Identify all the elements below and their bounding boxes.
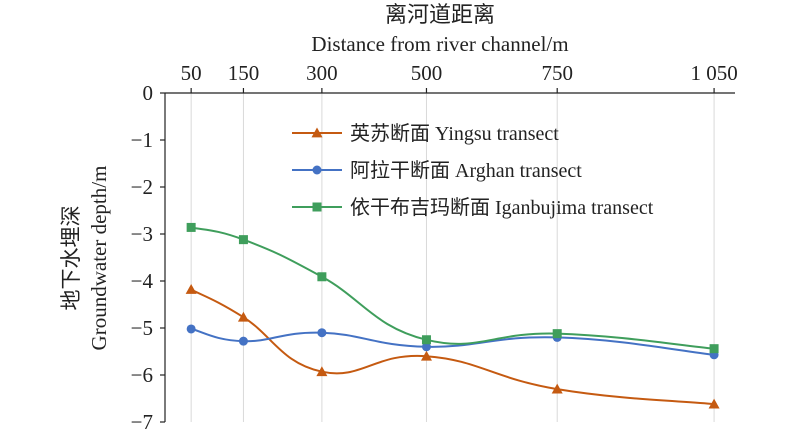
x-tick-label: 1 050 [690,61,737,85]
data-point [551,383,563,394]
series-circle [186,324,719,360]
y-tick-label: −4 [131,269,154,293]
data-point [708,398,720,409]
y-tick-label: −3 [131,222,153,246]
x-axis-title-cn: 离河道距离 [385,2,495,27]
x-tick-label: 150 [228,61,260,85]
data-point [317,272,327,282]
data-point [709,344,719,354]
x-tick-label: 50 [181,61,202,85]
series-square [186,222,719,354]
grid-layer [190,93,715,422]
series-triangle [185,283,720,409]
data-point [238,336,248,346]
y-tick-label: −1 [131,128,153,152]
x-tick-label: 750 [541,61,573,85]
x-tick-label: 300 [306,61,338,85]
y-tick-label: −2 [131,175,153,199]
x-tick-label: 500 [411,61,443,85]
data-point [238,235,248,245]
legend-label: 英苏断面 Yingsu transect [350,122,559,145]
series-line [190,327,715,356]
legend-marker [312,165,322,175]
y-tick-label: −7 [131,410,153,434]
legend-item: 依干布吉玛断面 Iganbujima transect [292,196,654,219]
y-tick-label: 0 [143,81,154,105]
legend-marker [312,202,322,212]
data-point [186,324,196,334]
x-axis-title: Distance from river channel/m [311,32,568,56]
y-tick-label: −6 [131,363,153,387]
series-line [190,226,715,350]
data-point [317,328,327,338]
data-point [316,366,328,377]
data-point [552,329,562,339]
series-layer [185,222,720,409]
legend-label: 依干布吉玛断面 Iganbujima transect [350,196,654,219]
axis-layer: 50 150 300 500 750 1 050 0 −1 −2 −3 −4 −5 −6 −7 [131,61,738,434]
y-axis-title-cn: 地下水埋深 [59,206,83,311]
y-axis-title: Groundwater depth/m [87,166,111,351]
data-point [421,342,431,352]
legend: 英苏断面 Yingsu transect 阿拉干断面 Arghan transec… [292,122,654,219]
legend-marker [311,127,323,138]
legend-label: 阿拉干断面 Arghan transect [350,159,582,182]
data-point [420,350,432,361]
legend-item: 阿拉干断面 Arghan transect [292,159,582,182]
data-point [186,222,196,232]
data-point [185,283,197,294]
legend-item: 英苏断面 Yingsu transect [292,122,559,145]
data-point [421,335,431,345]
y-tick-label: −5 [131,316,153,340]
data-point [237,311,249,322]
